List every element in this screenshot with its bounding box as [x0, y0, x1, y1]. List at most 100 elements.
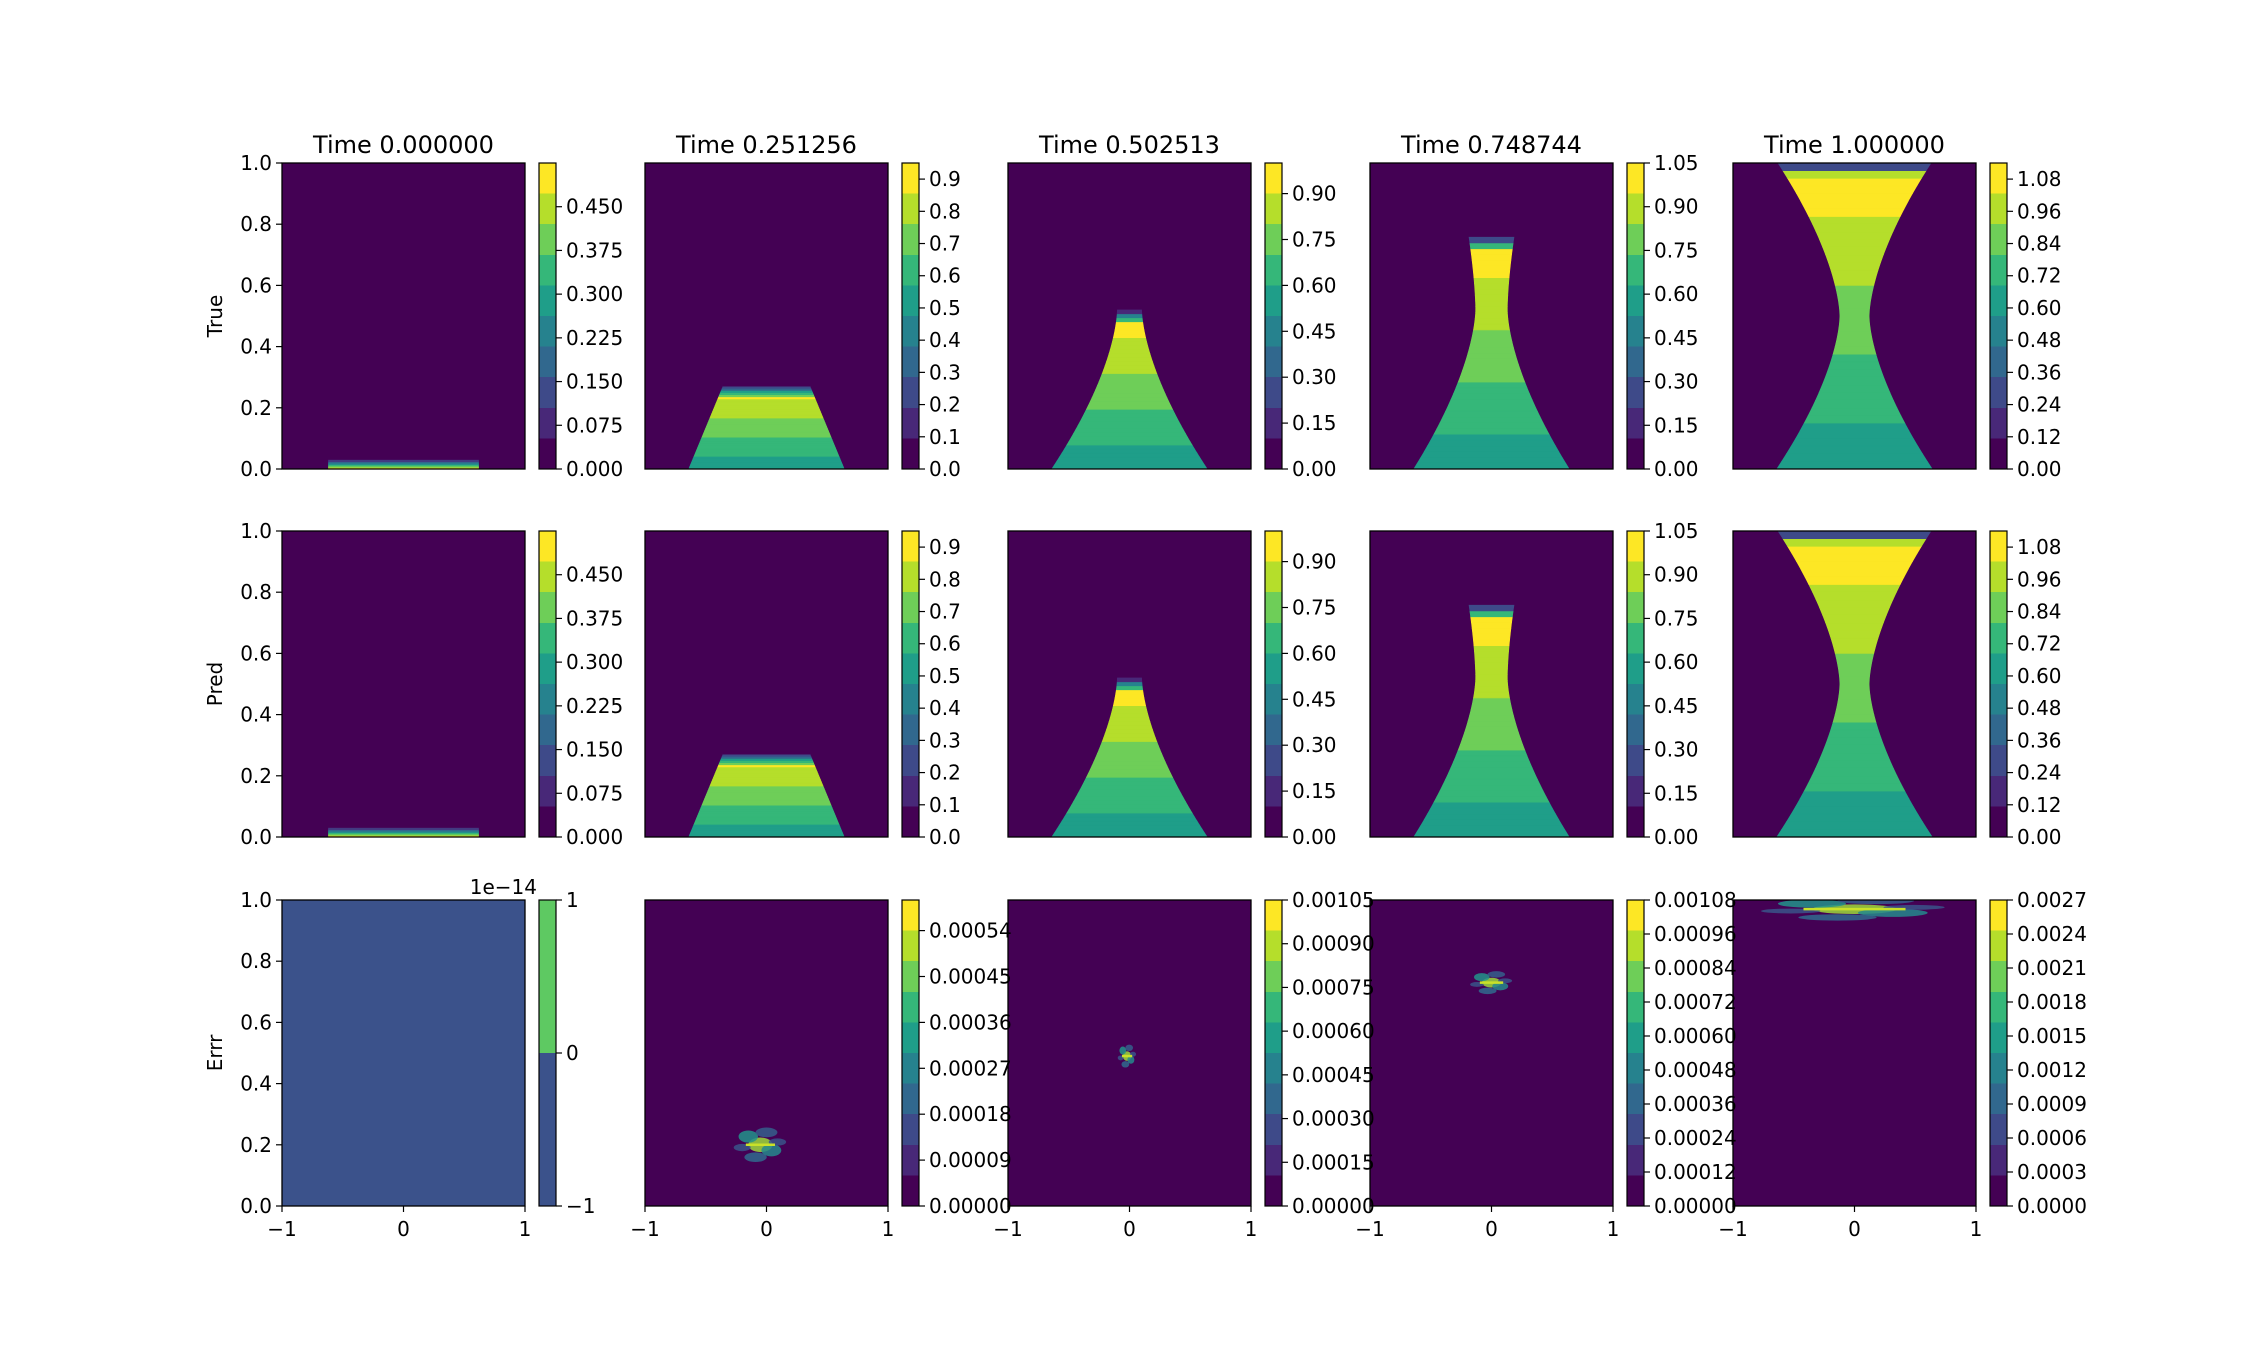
- heatmap-band: [1455, 381, 1528, 389]
- heatmap-background: [1733, 900, 1976, 1206]
- colorbar-tick-label: 0.15: [1654, 781, 1699, 805]
- heatmap-band: [1413, 462, 1570, 469]
- heatmap-band: [1109, 345, 1150, 350]
- colorbar-tick-label: 0.00090: [1292, 932, 1375, 956]
- heatmap-band: [722, 383, 811, 387]
- heatmap-band: [1468, 236, 1515, 244]
- heatmap-background: [282, 531, 525, 837]
- colorbar-tick-label: 0.45: [1292, 319, 1337, 343]
- heatmap-band: [702, 800, 831, 804]
- heatmap-band: [720, 390, 813, 393]
- heatmap-band: [1469, 709, 1514, 716]
- heatmap-band: [720, 756, 813, 759]
- x-tick-label: 0: [1485, 1217, 1498, 1241]
- heatmap-band: [700, 436, 833, 440]
- heatmap-band: [1782, 538, 1927, 547]
- heatmap-band: [699, 806, 834, 810]
- heatmap-band: [1058, 452, 1201, 458]
- colorbar-segment: [539, 900, 556, 1053]
- colorbar-tick-label: −1: [566, 1194, 595, 1218]
- heatmap-band: [1116, 681, 1143, 687]
- heatmap-band: [1106, 357, 1153, 362]
- colorbar-tick-label: 0.00072: [1654, 990, 1737, 1014]
- heatmap-band: [718, 394, 815, 398]
- colorbar-tick-label: 0.00045: [929, 965, 1012, 989]
- colorbar-tick-label: 0.60: [2017, 664, 2062, 688]
- colorbar-tick-label: 0.00000: [1654, 1194, 1737, 1218]
- colorbar-tick-label: 0.00009: [929, 1148, 1012, 1172]
- heatmap-band: [710, 781, 823, 785]
- colorbar-tick-label: 0.90: [1292, 182, 1337, 206]
- heatmap-band: [1474, 318, 1509, 325]
- colorbar-tick-label: 0.00075: [1292, 975, 1375, 999]
- heatmap-band: [1455, 749, 1528, 757]
- error-blob: [738, 1130, 758, 1143]
- heatmap-band: [709, 415, 824, 419]
- colorbar-tick-label: 0.96: [2017, 567, 2062, 591]
- heatmap-band: [1095, 753, 1164, 758]
- heatmap-band: [1112, 333, 1147, 339]
- heatmap-band: [1100, 741, 1159, 746]
- heatmap-band: [1465, 352, 1518, 360]
- heatmap-band: [1115, 685, 1144, 691]
- heatmap-band: [696, 815, 837, 819]
- heatmap-band: [716, 766, 817, 770]
- heatmap-band: [1075, 792, 1184, 798]
- heatmap-band: [1827, 262, 1882, 271]
- colorbar-tick-label: 0.48: [2017, 328, 2062, 352]
- heatmap-band: [1103, 365, 1156, 370]
- heatmap-band: [709, 783, 824, 787]
- y-tick-label: 0.2: [240, 1133, 272, 1157]
- axes-frame: [644, 530, 889, 838]
- colorbar-tick-label: 0.00012: [1654, 1160, 1737, 1184]
- colorbar-frame: [1264, 162, 1283, 470]
- colorbar-frame: [1264, 899, 1283, 1207]
- heatmap-band: [690, 828, 843, 831]
- heatmap-band: [1836, 292, 1873, 302]
- heatmap-band: [1777, 163, 1932, 171]
- heatmap-band: [1096, 381, 1163, 386]
- heatmap-band: [1095, 385, 1164, 390]
- colorbar-tick-label: 0.0003: [2017, 1160, 2087, 1184]
- heatmap-band: [693, 453, 840, 457]
- heatmap-band: [705, 792, 828, 795]
- x-tick-label: 0: [1123, 1217, 1136, 1241]
- error-blob: [1119, 1046, 1127, 1055]
- heatmap-band: [1474, 289, 1509, 296]
- heatmap-band: [1058, 820, 1201, 826]
- heatmap-band: [1066, 440, 1193, 446]
- heatmap-band: [1108, 717, 1151, 722]
- heatmap-band: [696, 447, 837, 451]
- heatmap-band: [1081, 781, 1178, 786]
- heatmap-band: [1085, 405, 1174, 410]
- heatmap-band: [711, 779, 822, 783]
- heatmap-band: [1073, 428, 1186, 434]
- heatmap-background: [1370, 900, 1613, 1206]
- colorbar-segment: [539, 1053, 556, 1206]
- heatmap-band: [712, 775, 821, 778]
- heatmap-band: [1808, 216, 1901, 225]
- heatmap-band: [713, 773, 820, 776]
- x-tick-label: 0: [1848, 1217, 1861, 1241]
- heatmap-band: [1807, 775, 1902, 784]
- heatmap-band: [1115, 321, 1144, 327]
- colorbar-frame: [1626, 899, 1645, 1207]
- y-tick-label: 0.0: [240, 1194, 272, 1218]
- colorbar-tick-label: 0.1: [929, 425, 961, 449]
- colorbar-tick-label: 0.3: [929, 728, 961, 752]
- heatmap-band: [328, 467, 479, 469]
- colorbar-gradient: [1990, 163, 2007, 469]
- heatmap-band: [705, 426, 828, 429]
- colorbar-gradient: [1990, 900, 2007, 1206]
- heatmap-band: [1836, 698, 1873, 708]
- heatmap-band: [1420, 819, 1563, 826]
- x-tick-label: 1: [1607, 1217, 1620, 1241]
- colorbar-tick-label: 0: [566, 1041, 579, 1065]
- row-label: Errr: [203, 1034, 227, 1071]
- y-tick-label: 1.0: [240, 151, 272, 175]
- colorbar-tick-label: 1.08: [2017, 167, 2062, 191]
- heatmap-band: [1085, 773, 1174, 778]
- heatmap-band: [1474, 680, 1509, 687]
- heatmap-band: [1113, 329, 1146, 335]
- heatmap-band: [1430, 433, 1553, 441]
